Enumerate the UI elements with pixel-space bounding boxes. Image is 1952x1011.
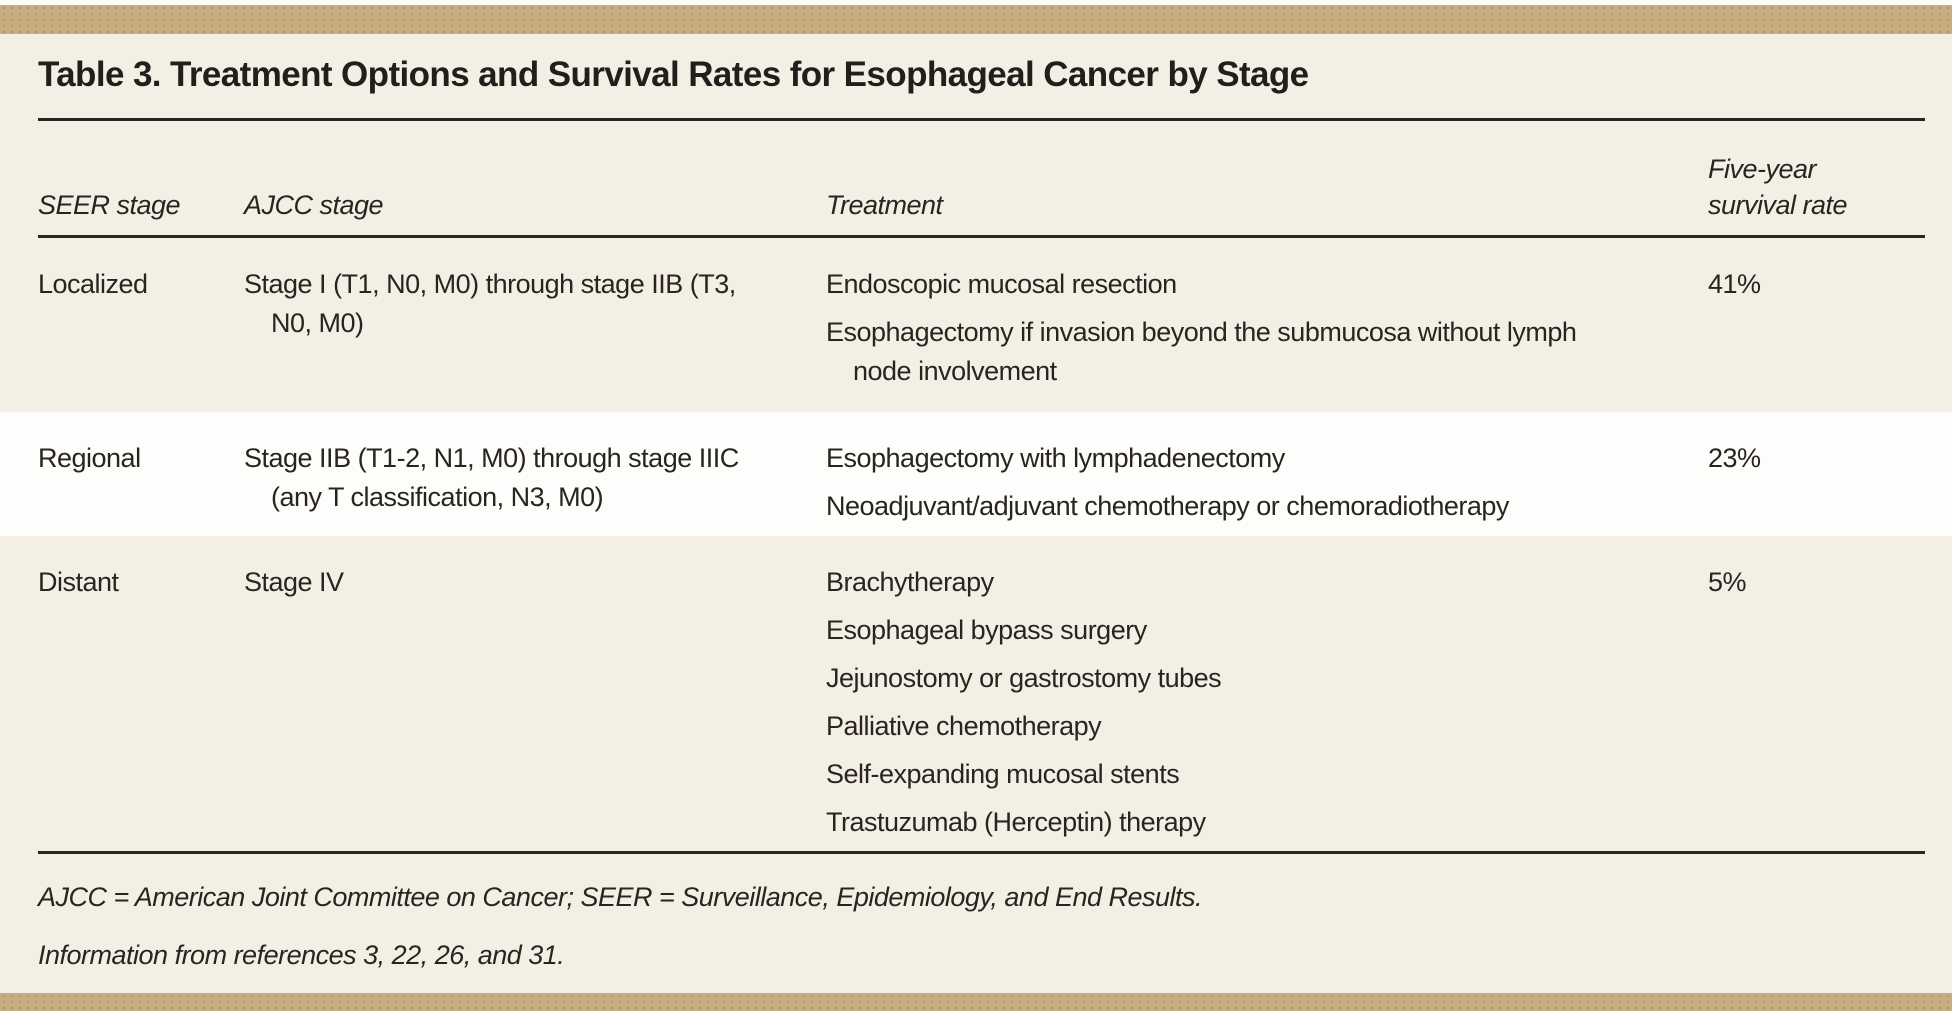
table-row-distant: Distant Stage IV Brachytherapy Esophagea… xyxy=(0,536,1952,851)
seer-stage-cell: Regional xyxy=(38,443,141,473)
seer-stage-cell: Localized xyxy=(38,269,148,299)
treatment-item: Self-expanding mucosal stents xyxy=(826,759,1180,789)
treatment-item: Endoscopic mucosal resection xyxy=(826,269,1177,299)
treatment-item: Jejunostomy or gastrostomy tubes xyxy=(826,663,1222,693)
seer-stage-cell: Distant xyxy=(38,567,119,597)
treatment-item: Trastuzumab (Herceptin) therapy xyxy=(826,807,1206,837)
survival-rate-cell: 5% xyxy=(1708,567,1747,597)
column-header-seer-stage: SEER stage xyxy=(38,190,181,220)
column-header-ajcc-stage: AJCC stage xyxy=(244,190,384,220)
treatment-cell: Brachytherapy Esophageal bypass surgery … xyxy=(826,563,1708,851)
table-header-row: SEER stage AJCC stage Treatment Five-yea… xyxy=(0,121,1952,235)
treatment-item: Neoadjuvant/adjuvant chemotherapy or che… xyxy=(826,491,1509,521)
treatment-item: Esophagectomy if invasion beyond the sub… xyxy=(826,317,1577,386)
header-divider xyxy=(38,235,1925,238)
table-figure: Table 3. Treatment Options and Survival … xyxy=(0,34,1952,972)
bottom-accent-bar xyxy=(0,993,1952,1011)
column-header-survival-rate: Five-year survival rate xyxy=(1708,154,1848,220)
ajcc-stage-cell: Stage I (T1, N0, M0) through stage IIB (… xyxy=(244,269,736,338)
title-divider xyxy=(38,118,1925,121)
survival-rate-cell: 41% xyxy=(1708,269,1761,299)
reference-footnote: Information from references 3, 22, 26, a… xyxy=(38,940,565,970)
treatment-item: Palliative chemotherapy xyxy=(826,711,1102,741)
treatment-item: Esophagectomy with lymphadenectomy xyxy=(826,443,1285,473)
table-row-regional: Regional Stage IIB (T1-2, N1, M0) throug… xyxy=(0,412,1952,536)
treatment-item: Brachytherapy xyxy=(826,567,994,597)
footnote-divider xyxy=(38,851,1925,854)
top-white-strip xyxy=(0,0,1952,5)
table-title: Table 3. Treatment Options and Survival … xyxy=(38,55,1309,94)
top-accent-bar xyxy=(0,5,1952,34)
treatment-item: Esophageal bypass surgery xyxy=(826,615,1147,645)
survival-rate-cell: 23% xyxy=(1708,443,1761,473)
ajcc-stage-cell: Stage IV xyxy=(244,567,344,597)
abbreviation-footnote: AJCC = American Joint Committee on Cance… xyxy=(38,882,1203,912)
column-header-treatment: Treatment xyxy=(826,190,943,220)
treatment-cell: Esophagectomy with lymphadenectomy Neoad… xyxy=(826,439,1708,535)
treatment-cell: Endoscopic mucosal resection Esophagecto… xyxy=(826,265,1708,400)
table-row-localized: Localized Stage I (T1, N0, M0) through s… xyxy=(0,238,1952,412)
ajcc-stage-cell: Stage IIB (T1-2, N1, M0) through stage I… xyxy=(244,443,739,512)
